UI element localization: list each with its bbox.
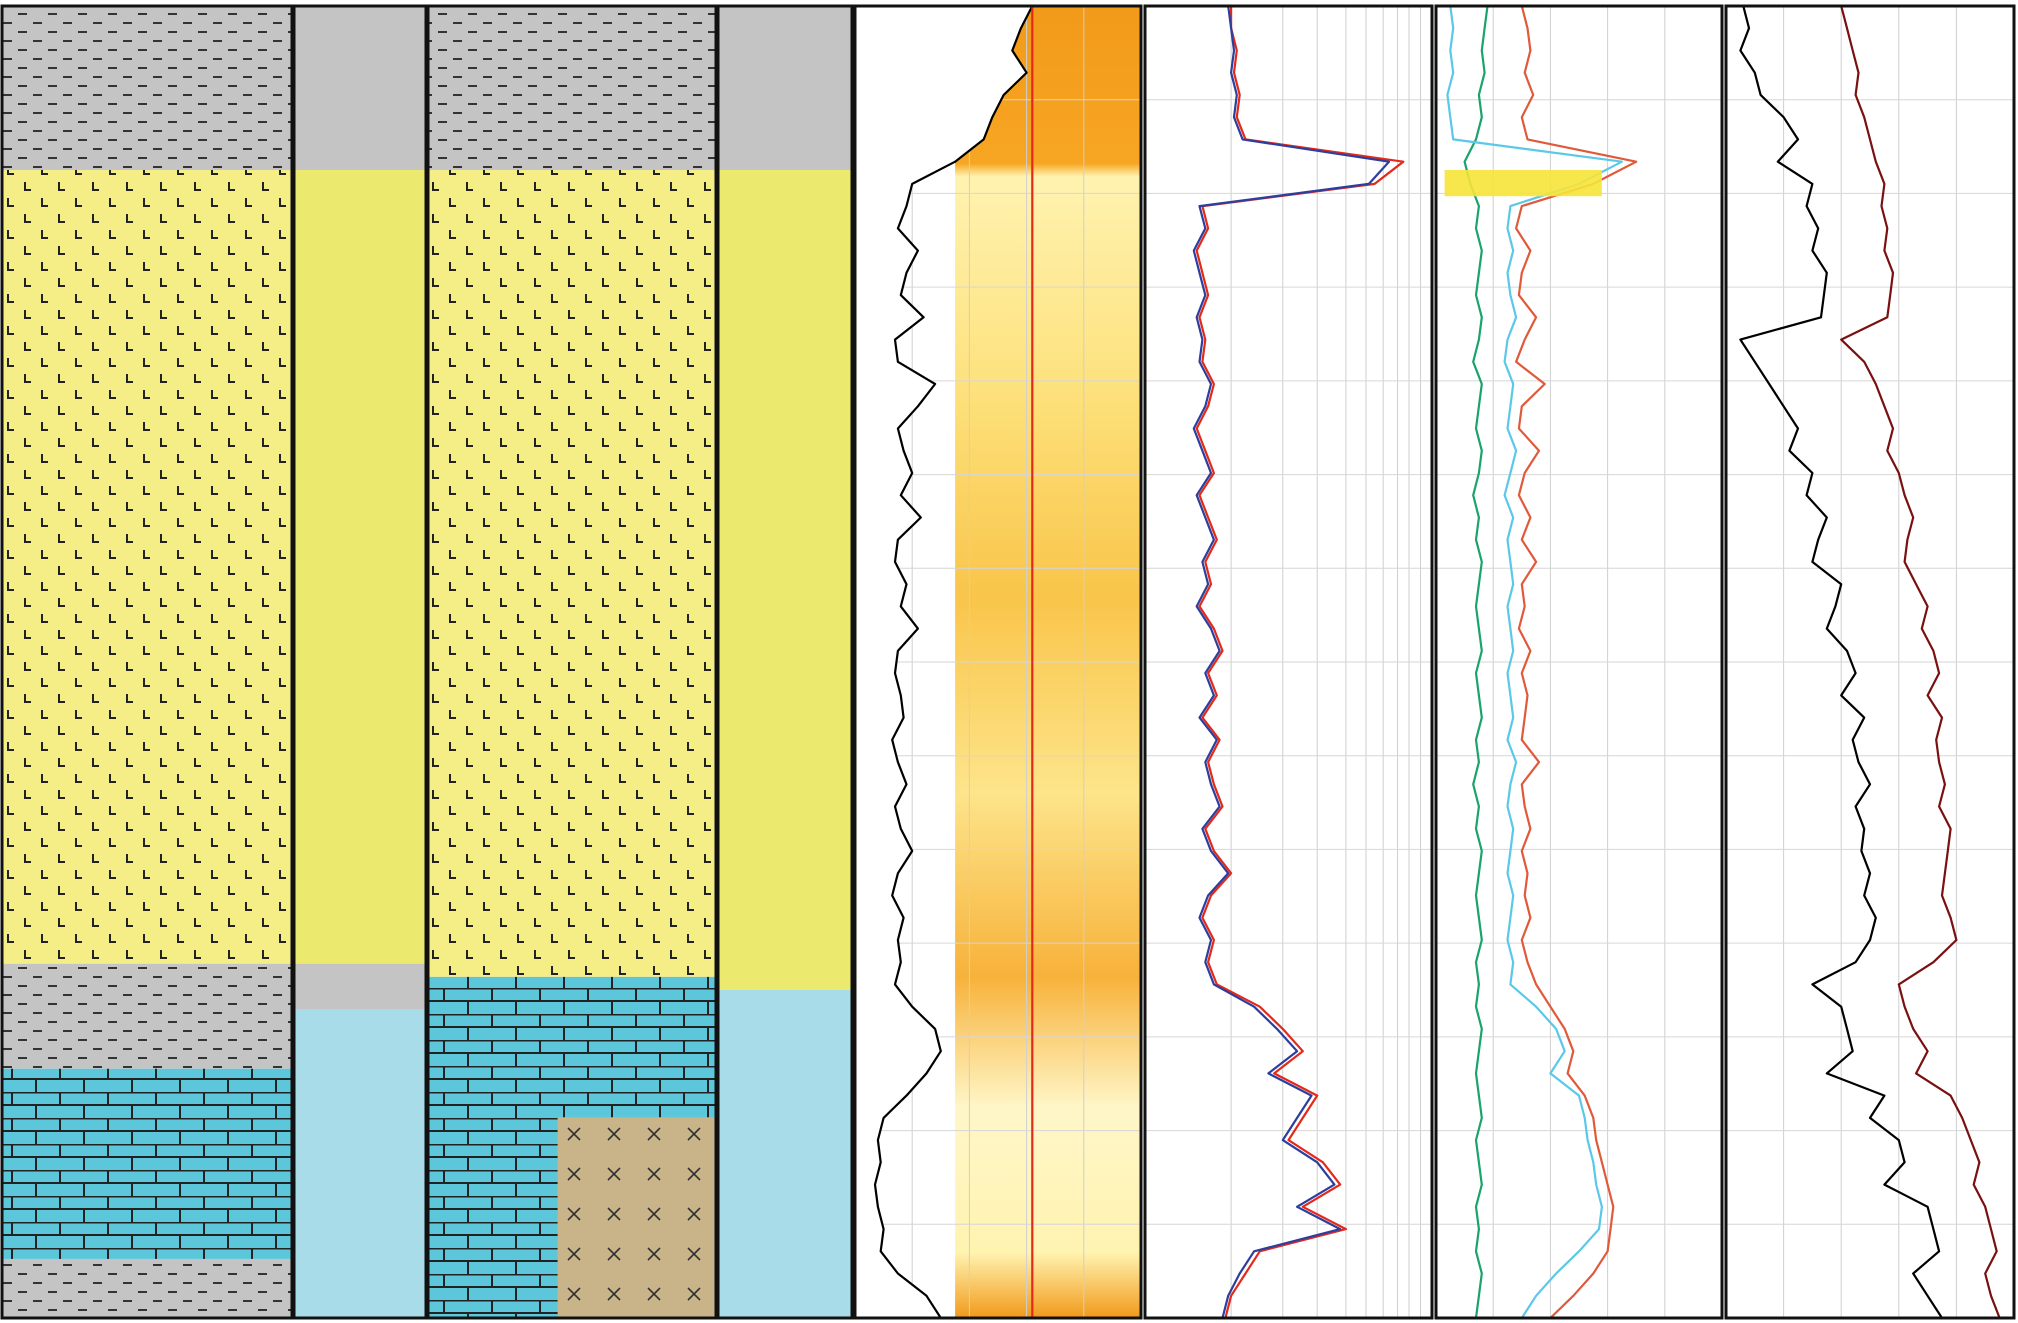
lithology-volumetric-zone-2 [2, 222, 292, 964]
porosity-density-curve-2 [1446, 5, 1623, 1319]
crossover-highlight [1444, 170, 1602, 197]
lithology-model-zone-1 [428, 170, 716, 977]
lithology-model-dolomite-overlay [557, 1117, 716, 1318]
resistivity-curve-0 [1195, 6, 1405, 1319]
lithology-model-zone-2 [428, 976, 716, 1095]
facies-column-zone-1 [294, 170, 426, 964]
lithology-volumetric-zone-5 [2, 1258, 292, 1318]
gamma-ray-clean-fill [855, 6, 1033, 1318]
track-frame-0 [0, 4, 294, 1320]
resistivity-curve-1 [1192, 5, 1391, 1319]
sonic-pef-curve-1 [1840, 5, 2001, 1319]
track-frame-4 [853, 4, 1143, 1320]
facies-column-zone-0 [294, 6, 426, 170]
track-frame-5 [1143, 4, 1434, 1320]
sonic-pef-curve-0 [1739, 5, 1943, 1319]
porosity-density-curve-1 [1515, 5, 1638, 1319]
lithology-volumetric-zone-1 [2, 170, 292, 223]
gamma-ray-curve-0 [873, 5, 1034, 1319]
porosity-density-curve-0 [1463, 5, 1489, 1319]
track-frame-2 [426, 4, 718, 1320]
facies-column-zone-3 [294, 1009, 426, 1318]
track-frame-1 [292, 4, 428, 1320]
lithology-volumetric-zone-0 [2, 6, 292, 170]
lithology-volumetric-zone-4 [2, 1068, 292, 1259]
track-frame-3 [716, 4, 854, 1320]
facies-model-zone-1 [718, 170, 852, 990]
lithology-volumetric-zone-3 [2, 963, 292, 1069]
track-frame-6 [1434, 4, 1724, 1320]
track-frame-7 [1724, 4, 2016, 1320]
facies-model-zone-2 [718, 990, 852, 1318]
facies-model-zone-0 [718, 6, 852, 170]
facies-column-zone-2 [294, 963, 426, 1010]
lithology-model-zone-0 [428, 6, 716, 170]
